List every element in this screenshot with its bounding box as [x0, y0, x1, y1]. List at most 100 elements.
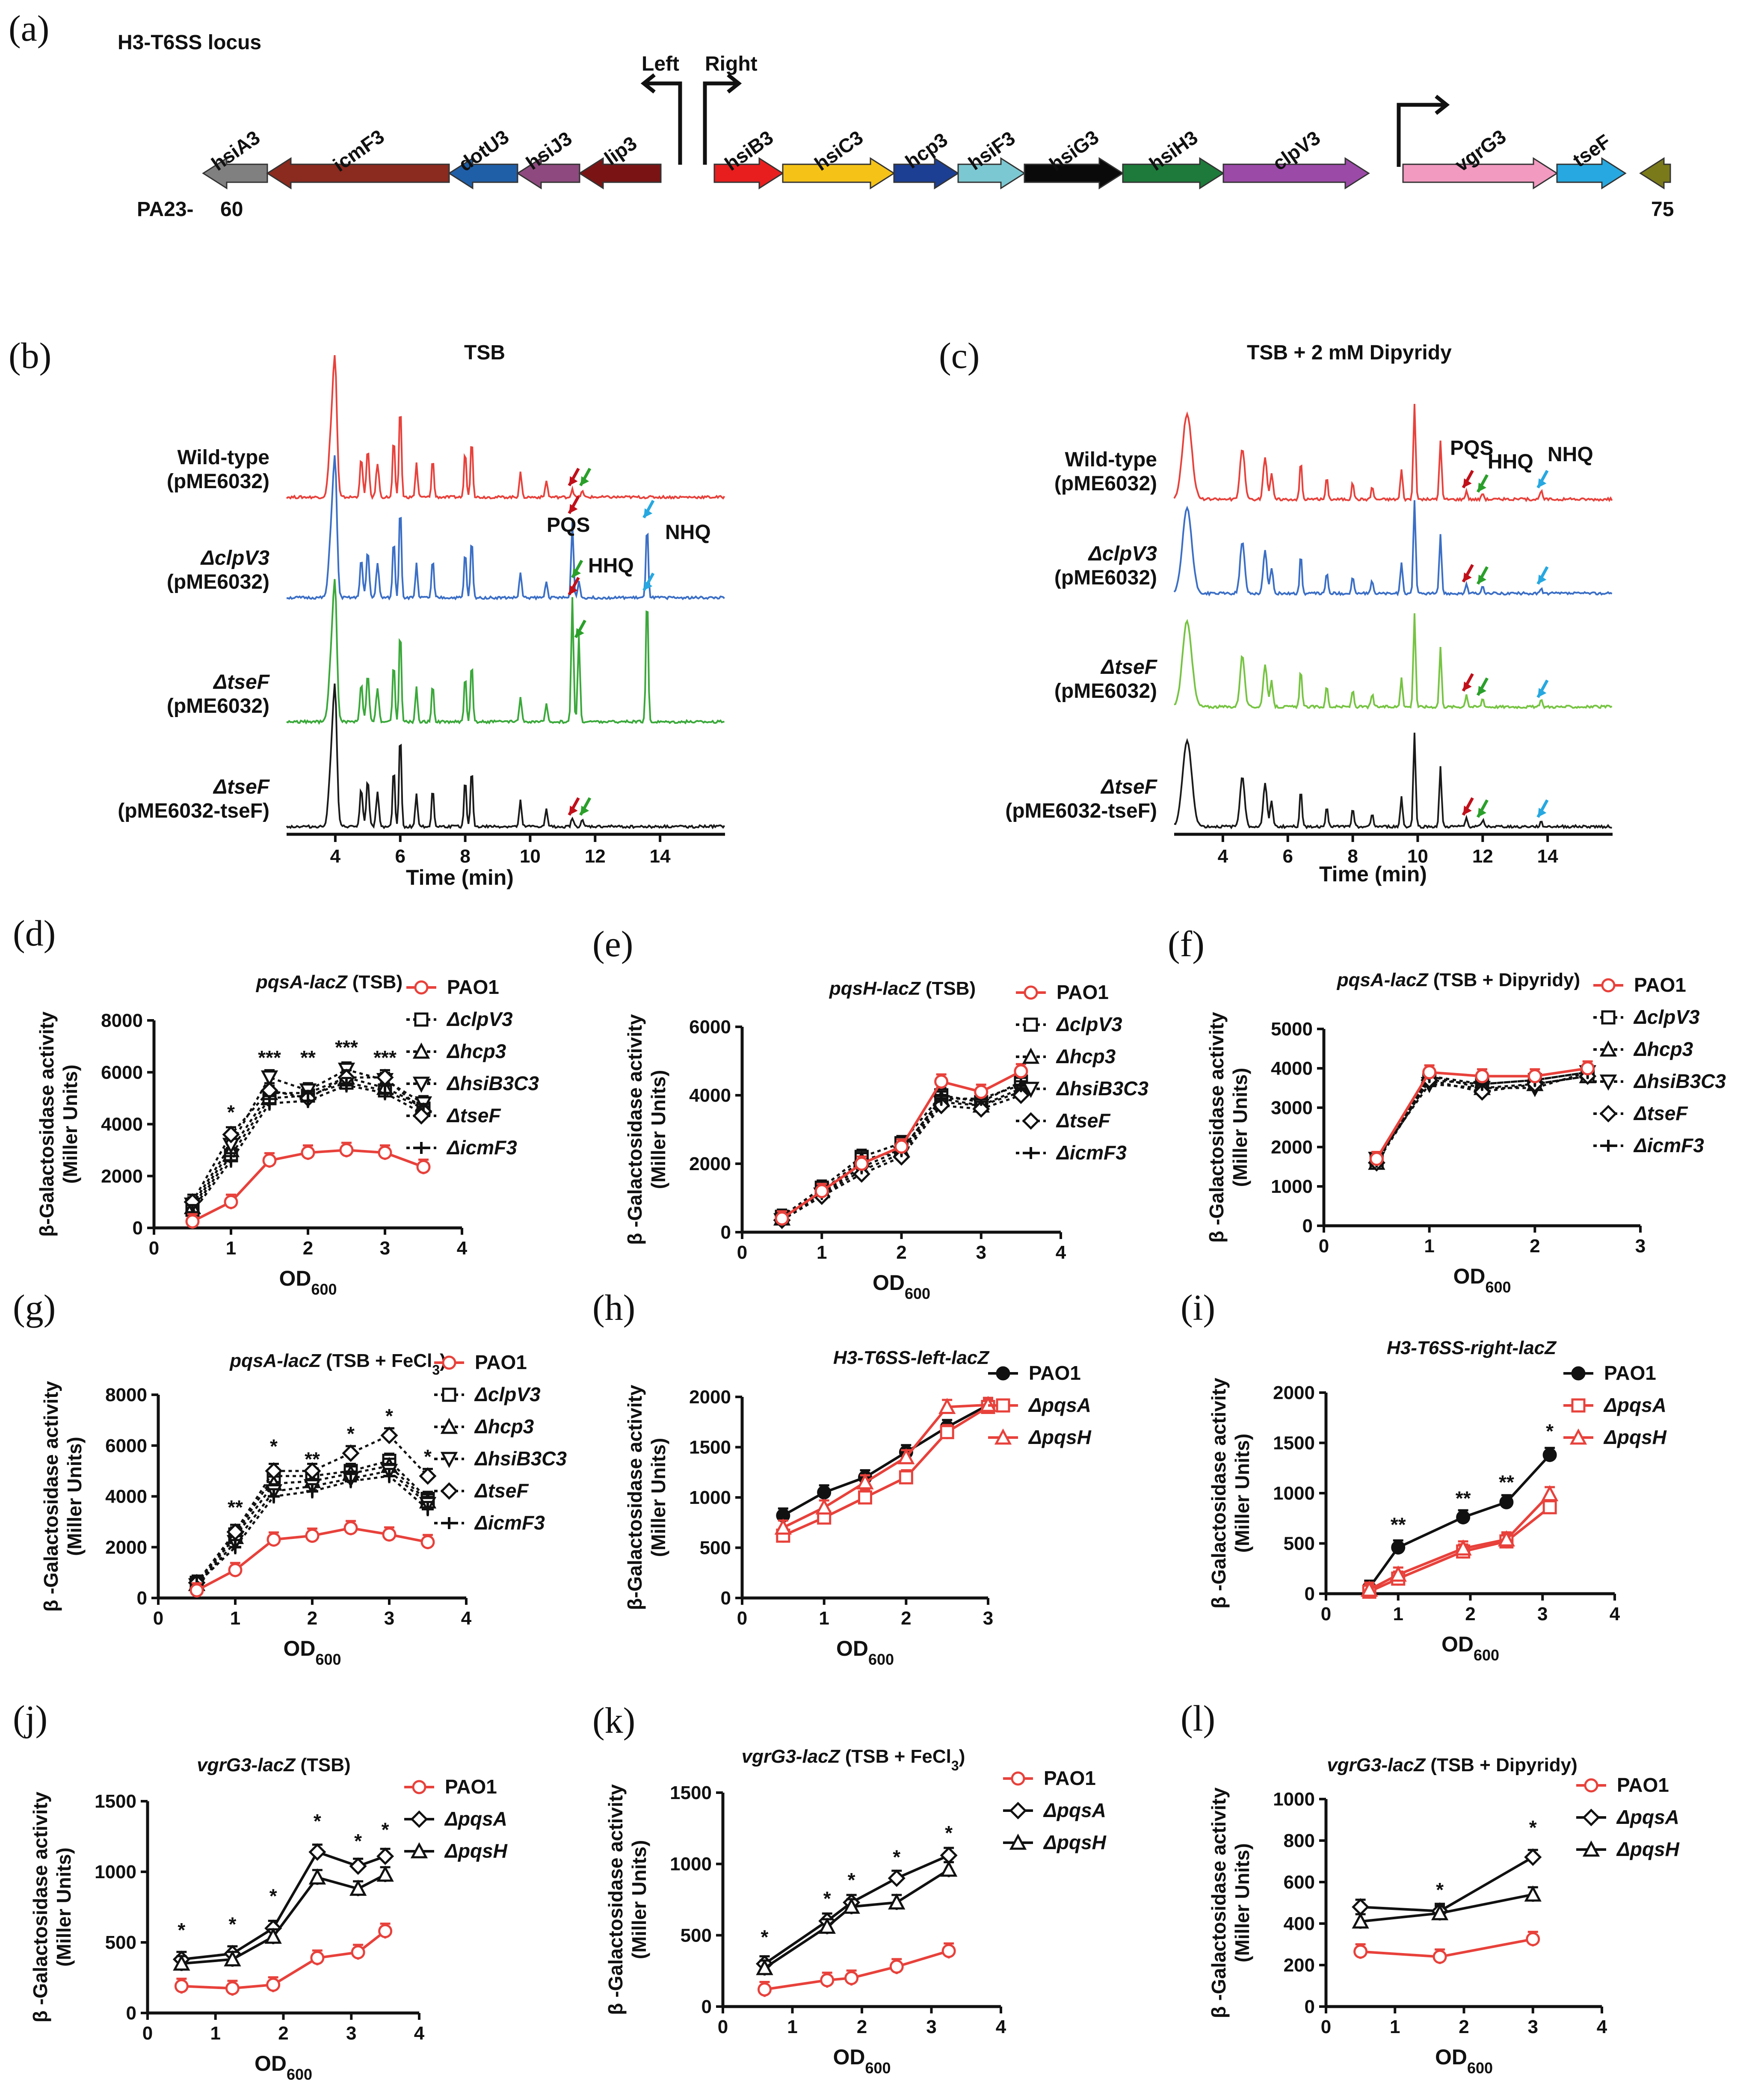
gene-arrow-clpV3 — [1222, 157, 1370, 190]
trace-plasmid-0: (pME6032) — [1054, 472, 1157, 495]
significance-mark: * — [228, 1913, 236, 1936]
x-tick-label: 2 — [278, 2023, 288, 2044]
x-axis-label: OD600 — [255, 2051, 312, 2083]
legend-marker — [1009, 1833, 1027, 1850]
trace-0 — [1173, 403, 1613, 502]
y-tick-label: 2000 — [1271, 1137, 1313, 1158]
significance-mark: * — [269, 1885, 277, 1907]
legend-label: ΔhsiB3C3 — [474, 1447, 567, 1470]
data-point-ΔpqsH — [756, 1959, 773, 1975]
peak-arrowhead — [1463, 478, 1472, 488]
y-tick-label: 5000 — [1271, 1019, 1313, 1040]
gene-arrow-vgrG3 — [1402, 157, 1558, 190]
significance-mark: * — [270, 1435, 278, 1458]
trace-plasmid-3: (pME6032-tseF) — [1005, 800, 1157, 822]
significance-mark: * — [347, 1423, 355, 1445]
data-point-ΔpqsH — [1431, 1904, 1449, 1921]
peak-arrowhead — [644, 581, 653, 590]
x-axis-label-sub: 600 — [311, 1281, 337, 1298]
data-point-ΔicmF3 — [225, 1154, 237, 1167]
significance-mark: * — [1436, 1879, 1444, 1901]
data-point-ΔpqsA — [1542, 1500, 1557, 1515]
data-point-PAO1 — [420, 1535, 435, 1549]
legend-label: ΔtseF — [446, 1104, 501, 1127]
legend-label: ΔicmF3 — [1633, 1134, 1704, 1156]
y-tick-label: 800 — [1284, 1830, 1315, 1851]
data-point-ΔpqsH — [1524, 1885, 1542, 1902]
trace-name-2: ΔtseF — [1100, 656, 1158, 679]
legend-marker — [1582, 1840, 1600, 1857]
chart-j: (j) vgrG3-lacZ (TSB) 0 500 1000 1500 0 1 2 3 4 β -G… — [13, 1698, 508, 2083]
time-tick-label: 4 — [1218, 846, 1228, 867]
y-tick-label: 2000 — [105, 1537, 147, 1558]
x-tick-label: 1 — [1393, 1604, 1403, 1625]
legend-marker — [1022, 1047, 1040, 1064]
y-tick-label: 500 — [1284, 1533, 1315, 1554]
legend-marker — [1584, 1778, 1598, 1793]
x-tick-label: 2 — [1465, 1604, 1475, 1625]
legend-marker — [1602, 1140, 1614, 1152]
peak-arrowhead — [1463, 682, 1472, 691]
data-point-PAO1 — [934, 1074, 949, 1089]
series-line-PAO1 — [764, 1950, 949, 1991]
legend-marker — [1569, 1428, 1587, 1445]
significance-mark: * — [1546, 1420, 1554, 1442]
legend-label: Δhcp3 — [1633, 1038, 1693, 1060]
y-tick-label: 600 — [1284, 1872, 1315, 1893]
data-point-PAO1 — [228, 1563, 243, 1577]
legend-marker — [1009, 1802, 1027, 1820]
data-point-PAO1 — [301, 1145, 315, 1160]
data-point-ΔpqsA — [858, 1490, 872, 1505]
data-point-PAO1 — [974, 1085, 989, 1099]
data-point-ΔpqsH — [264, 1927, 282, 1944]
data-point-ΔpqsH — [843, 1897, 860, 1914]
legend-label: ΔpqsA — [1603, 1394, 1666, 1416]
chart-l: (l) vgrG3-lacZ (TSB + Dipyridy) 0 200 400 600… — [1181, 1698, 1680, 2077]
y-tick-label: 0 — [721, 1588, 731, 1609]
gene-arrow-lip3 — [578, 157, 662, 190]
legend-label: PAO1 — [1029, 1362, 1081, 1384]
y-tick-label: 0 — [1305, 1583, 1315, 1604]
data-point-PAO1 — [775, 1211, 789, 1226]
legend-marker — [1601, 978, 1616, 993]
y-tick-label: 1500 — [670, 1782, 712, 1803]
legend-label: ΔtseF — [474, 1479, 529, 1502]
promoter-right-label: Right — [705, 53, 758, 75]
y-tick-label: 500 — [681, 1925, 712, 1946]
gene-arrow-hsiG3 — [1024, 157, 1124, 190]
chart-title-i: H3-T6SS-right-lacZ — [1387, 1337, 1557, 1358]
x-tick-label: 0 — [737, 1608, 747, 1629]
y-tick-label: 2000 — [1273, 1382, 1315, 1403]
peak-label-pqs: PQS — [547, 514, 590, 537]
panel-a: (a) H3-T6SS locus Left Right hsiA3 icmF3 d… — [9, 8, 1674, 221]
x-axis-label: OD600 — [833, 2045, 891, 2077]
time-tick-label: 6 — [395, 846, 405, 867]
panel-b-title: TSB — [464, 341, 505, 364]
chart-title-italic: H3-T6SS-left-lacZ — [833, 1347, 990, 1368]
y-axis-label: β -Galactosidase activity — [29, 1791, 51, 2022]
data-point-ΔtseF — [1012, 1086, 1030, 1104]
legend-marker — [410, 1810, 428, 1828]
data-point-ΔpqsH — [888, 1893, 906, 1910]
legend-label: ΔhsiB3C3 — [1633, 1070, 1726, 1092]
time-tick-label: 10 — [520, 846, 541, 867]
significance-mark: * — [424, 1445, 432, 1467]
gene-arrow-hsiF3 — [957, 157, 1026, 190]
legend-marker — [414, 980, 429, 995]
data-point-ΔicmF3 — [306, 1485, 318, 1497]
y-axis-label-units: (Miller Units) — [628, 1840, 650, 1960]
legend-marker — [412, 1076, 430, 1093]
legend-label: ΔclpV3 — [474, 1383, 541, 1405]
peak-arrowhead — [569, 806, 578, 815]
x-axis-label-main: OD — [1435, 2045, 1467, 2069]
legend-marker — [1582, 1808, 1600, 1826]
trace-plasmid-2: (pME6032) — [1054, 680, 1157, 703]
peak-arrowhead — [575, 628, 584, 637]
data-point-ΔtseF — [342, 1444, 360, 1462]
y-tick-label: 4000 — [101, 1114, 143, 1135]
panel-label-l: (l) — [1181, 1698, 1215, 1739]
y-tick-label: 4000 — [689, 1085, 731, 1106]
data-point-ΔpqsA — [899, 1470, 913, 1485]
time-tick-label: 10 — [1407, 846, 1428, 867]
